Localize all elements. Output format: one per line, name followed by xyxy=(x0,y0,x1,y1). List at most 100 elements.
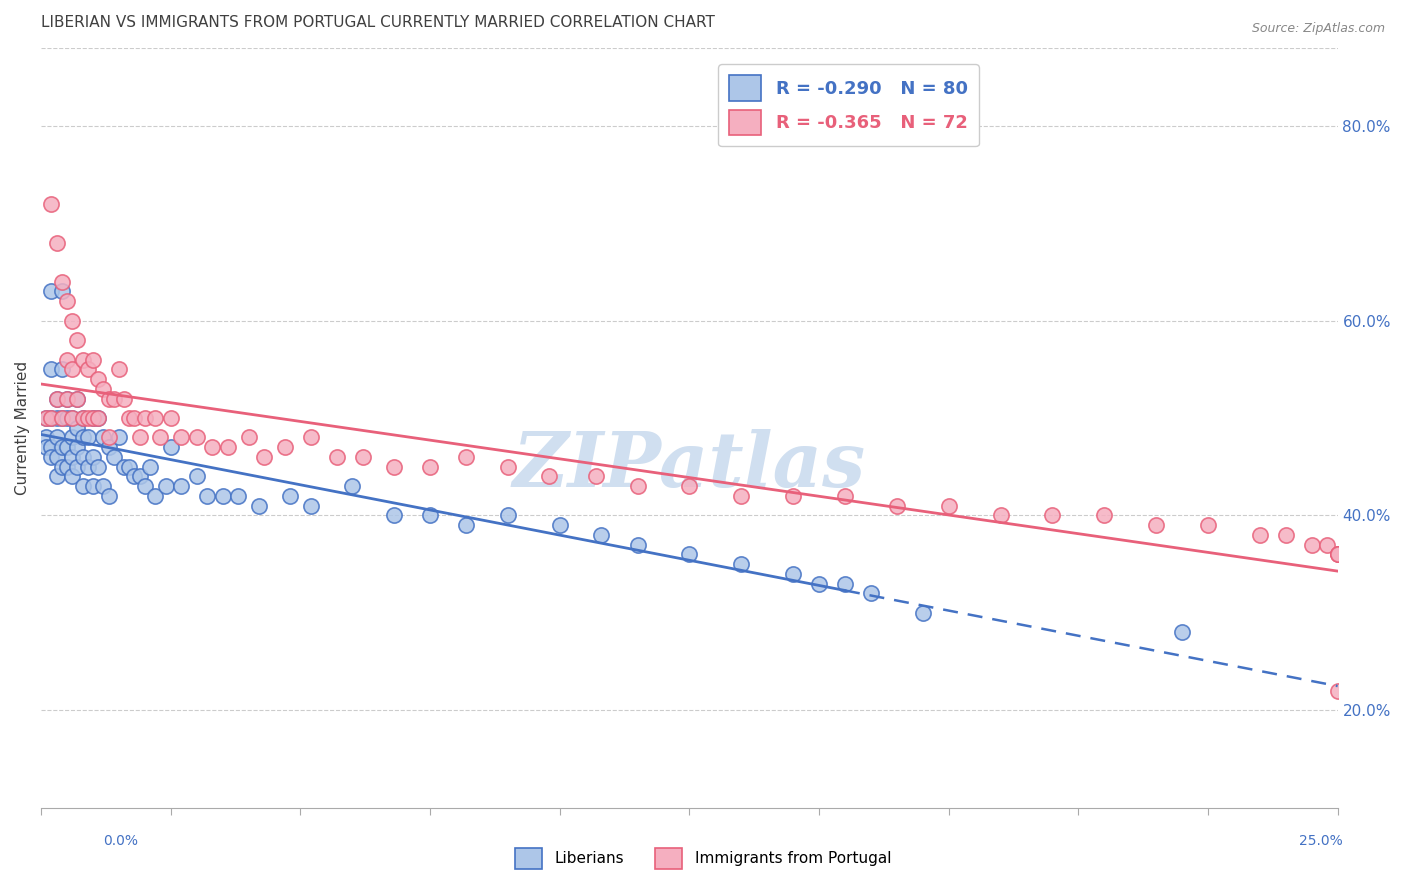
Point xyxy=(103,392,125,406)
Point xyxy=(1144,518,1167,533)
Point xyxy=(859,586,882,600)
Point xyxy=(51,459,73,474)
Legend: R = -0.290   N = 80, R = -0.365   N = 72: R = -0.290 N = 80, R = -0.365 N = 72 xyxy=(718,64,979,146)
Point xyxy=(730,489,752,503)
Text: ZIPatlas: ZIPatlas xyxy=(513,429,866,503)
Point xyxy=(97,430,120,444)
Point xyxy=(45,235,67,250)
Point xyxy=(253,450,276,464)
Point xyxy=(118,459,141,474)
Y-axis label: Currently Married: Currently Married xyxy=(15,360,30,495)
Point xyxy=(35,411,58,425)
Point xyxy=(678,547,700,561)
Point xyxy=(56,294,79,309)
Point xyxy=(382,508,405,523)
Point xyxy=(97,440,120,454)
Point xyxy=(1326,547,1348,561)
Point xyxy=(60,411,83,425)
Point xyxy=(82,450,104,464)
Point xyxy=(782,566,804,581)
Point xyxy=(72,450,94,464)
Point xyxy=(97,489,120,503)
Point xyxy=(938,499,960,513)
Point xyxy=(1042,508,1064,523)
Point xyxy=(45,430,67,444)
Point xyxy=(66,333,89,347)
Point xyxy=(159,440,181,454)
Point xyxy=(299,430,322,444)
Point xyxy=(118,411,141,425)
Point xyxy=(60,362,83,376)
Point xyxy=(93,382,115,396)
Point xyxy=(60,469,83,483)
Point xyxy=(56,352,79,367)
Point xyxy=(56,411,79,425)
Point xyxy=(72,479,94,493)
Point xyxy=(1274,528,1296,542)
Point xyxy=(217,440,239,454)
Point xyxy=(1326,547,1348,561)
Point xyxy=(60,411,83,425)
Point xyxy=(201,440,224,454)
Point xyxy=(56,459,79,474)
Point xyxy=(128,430,150,444)
Point xyxy=(103,450,125,464)
Point xyxy=(496,459,519,474)
Point xyxy=(35,440,58,454)
Point xyxy=(60,430,83,444)
Legend: Liberians, Immigrants from Portugal: Liberians, Immigrants from Portugal xyxy=(509,841,897,875)
Point xyxy=(97,392,120,406)
Point xyxy=(911,606,934,620)
Point xyxy=(274,440,297,454)
Point xyxy=(1171,625,1194,640)
Text: 25.0%: 25.0% xyxy=(1299,834,1343,848)
Point xyxy=(159,411,181,425)
Point xyxy=(419,459,441,474)
Point xyxy=(56,392,79,406)
Point xyxy=(211,489,233,503)
Point xyxy=(585,469,607,483)
Point xyxy=(678,479,700,493)
Point xyxy=(41,450,63,464)
Point xyxy=(66,392,89,406)
Point xyxy=(886,499,908,513)
Point xyxy=(591,528,613,542)
Text: 0.0%: 0.0% xyxy=(103,834,138,848)
Point xyxy=(139,459,162,474)
Point xyxy=(87,459,110,474)
Point xyxy=(60,313,83,327)
Point xyxy=(72,430,94,444)
Point xyxy=(1316,538,1339,552)
Text: Source: ZipAtlas.com: Source: ZipAtlas.com xyxy=(1251,22,1385,36)
Point xyxy=(352,450,374,464)
Point xyxy=(1197,518,1219,533)
Point xyxy=(66,421,89,435)
Point xyxy=(51,285,73,299)
Point xyxy=(1326,683,1348,698)
Point xyxy=(124,469,146,483)
Point xyxy=(45,392,67,406)
Point xyxy=(124,411,146,425)
Point xyxy=(87,411,110,425)
Point xyxy=(238,430,260,444)
Point xyxy=(195,489,218,503)
Point xyxy=(51,275,73,289)
Point xyxy=(626,479,648,493)
Point xyxy=(456,450,478,464)
Point xyxy=(41,411,63,425)
Point xyxy=(87,411,110,425)
Point xyxy=(990,508,1012,523)
Point xyxy=(51,411,73,425)
Point xyxy=(108,430,131,444)
Point xyxy=(834,576,856,591)
Point xyxy=(76,411,98,425)
Point xyxy=(538,469,561,483)
Point xyxy=(626,538,648,552)
Point xyxy=(41,411,63,425)
Point xyxy=(41,196,63,211)
Point xyxy=(82,352,104,367)
Point xyxy=(45,411,67,425)
Point xyxy=(247,499,270,513)
Point xyxy=(299,499,322,513)
Point xyxy=(112,392,135,406)
